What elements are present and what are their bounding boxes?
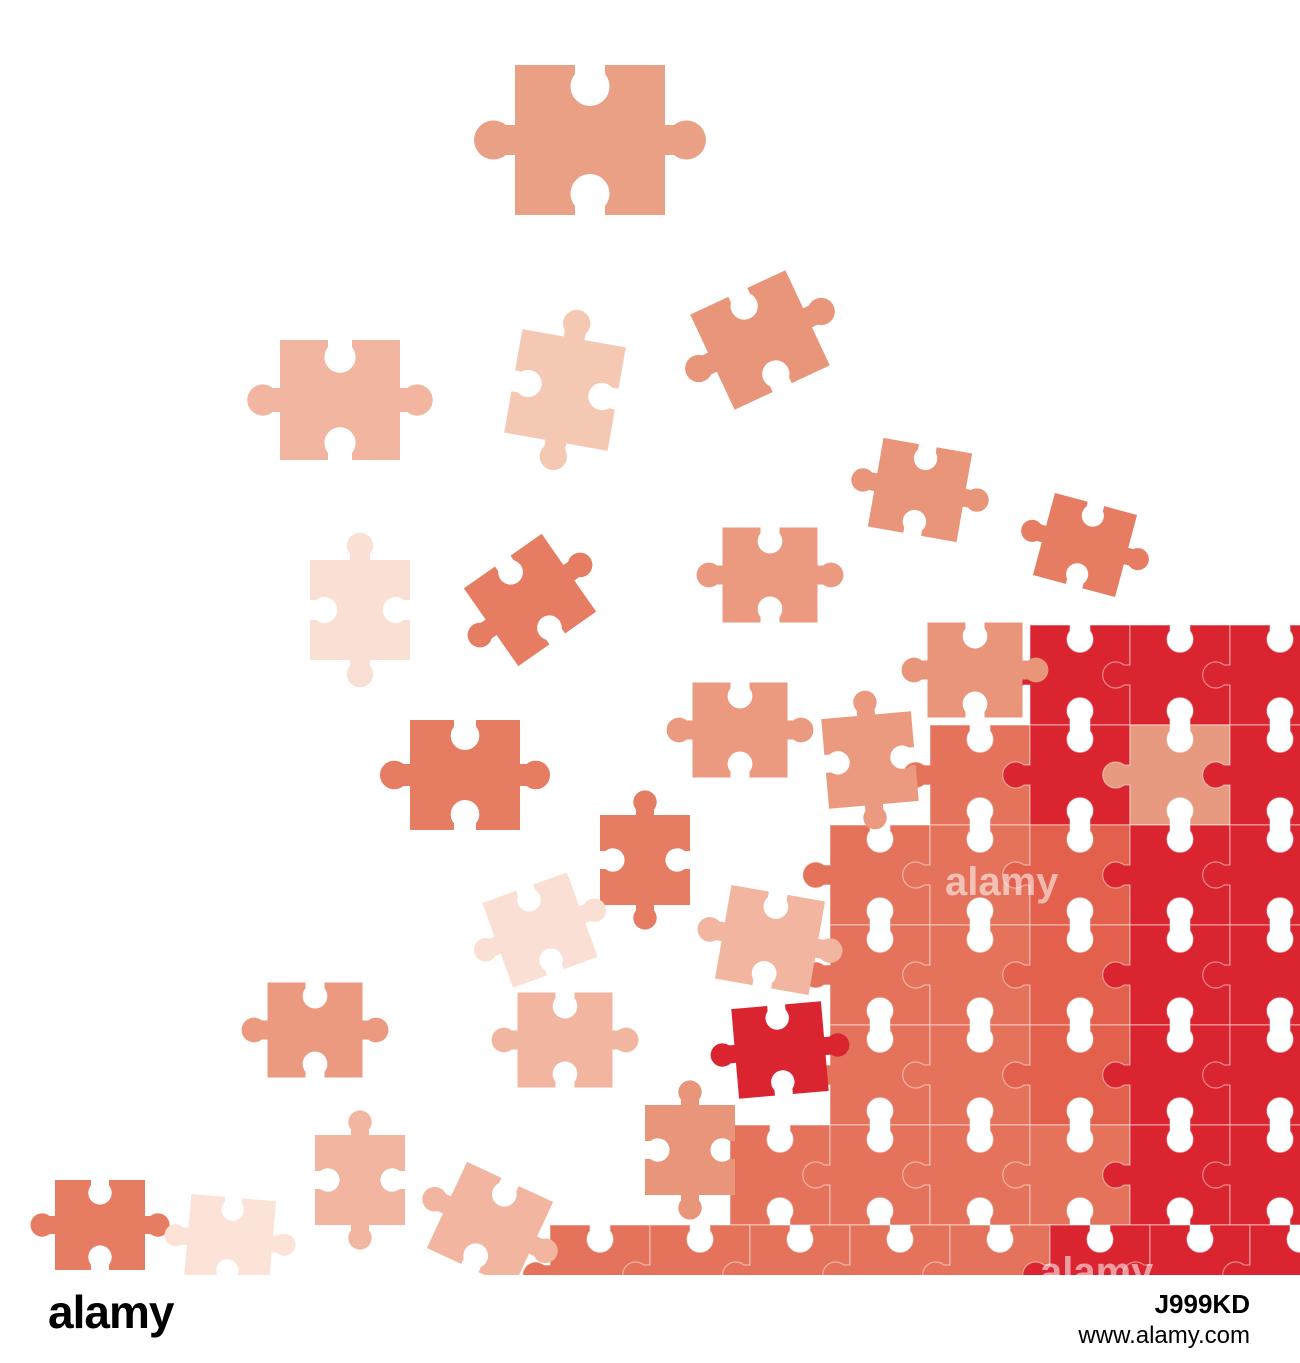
puzzle-piece bbox=[1010, 486, 1160, 604]
puzzle-piece bbox=[160, 1191, 300, 1275]
puzzle-piece bbox=[843, 433, 997, 547]
puzzle-piece bbox=[241, 982, 389, 1078]
puzzle-piece bbox=[664, 258, 856, 422]
puzzle-piece bbox=[315, 1110, 405, 1250]
puzzle-piece bbox=[666, 682, 814, 778]
footer-logo: alamy bbox=[48, 1286, 175, 1338]
puzzle-piece bbox=[645, 1080, 735, 1220]
puzzle-piece bbox=[600, 790, 690, 930]
puzzle-piece bbox=[819, 686, 921, 834]
puzzle-piece bbox=[310, 532, 410, 688]
footer-band bbox=[0, 1275, 1300, 1363]
puzzle-piece bbox=[696, 527, 844, 623]
puzzle-piece bbox=[442, 518, 618, 682]
puzzle-art bbox=[30, 65, 1300, 1275]
puzzle-piece bbox=[499, 300, 631, 480]
watermark: alamy bbox=[945, 860, 1059, 904]
puzzle-piece bbox=[459, 863, 621, 997]
image-id: J999KD bbox=[1155, 1289, 1250, 1319]
puzzle-piece bbox=[247, 340, 433, 460]
footer-url: www.alamy.com bbox=[1077, 1322, 1250, 1349]
puzzle-piece bbox=[30, 1180, 170, 1270]
puzzle-piece bbox=[379, 720, 551, 830]
puzzle-piece bbox=[491, 992, 639, 1088]
puzzle-piece bbox=[474, 65, 706, 215]
puzzle-piece bbox=[901, 622, 1049, 718]
